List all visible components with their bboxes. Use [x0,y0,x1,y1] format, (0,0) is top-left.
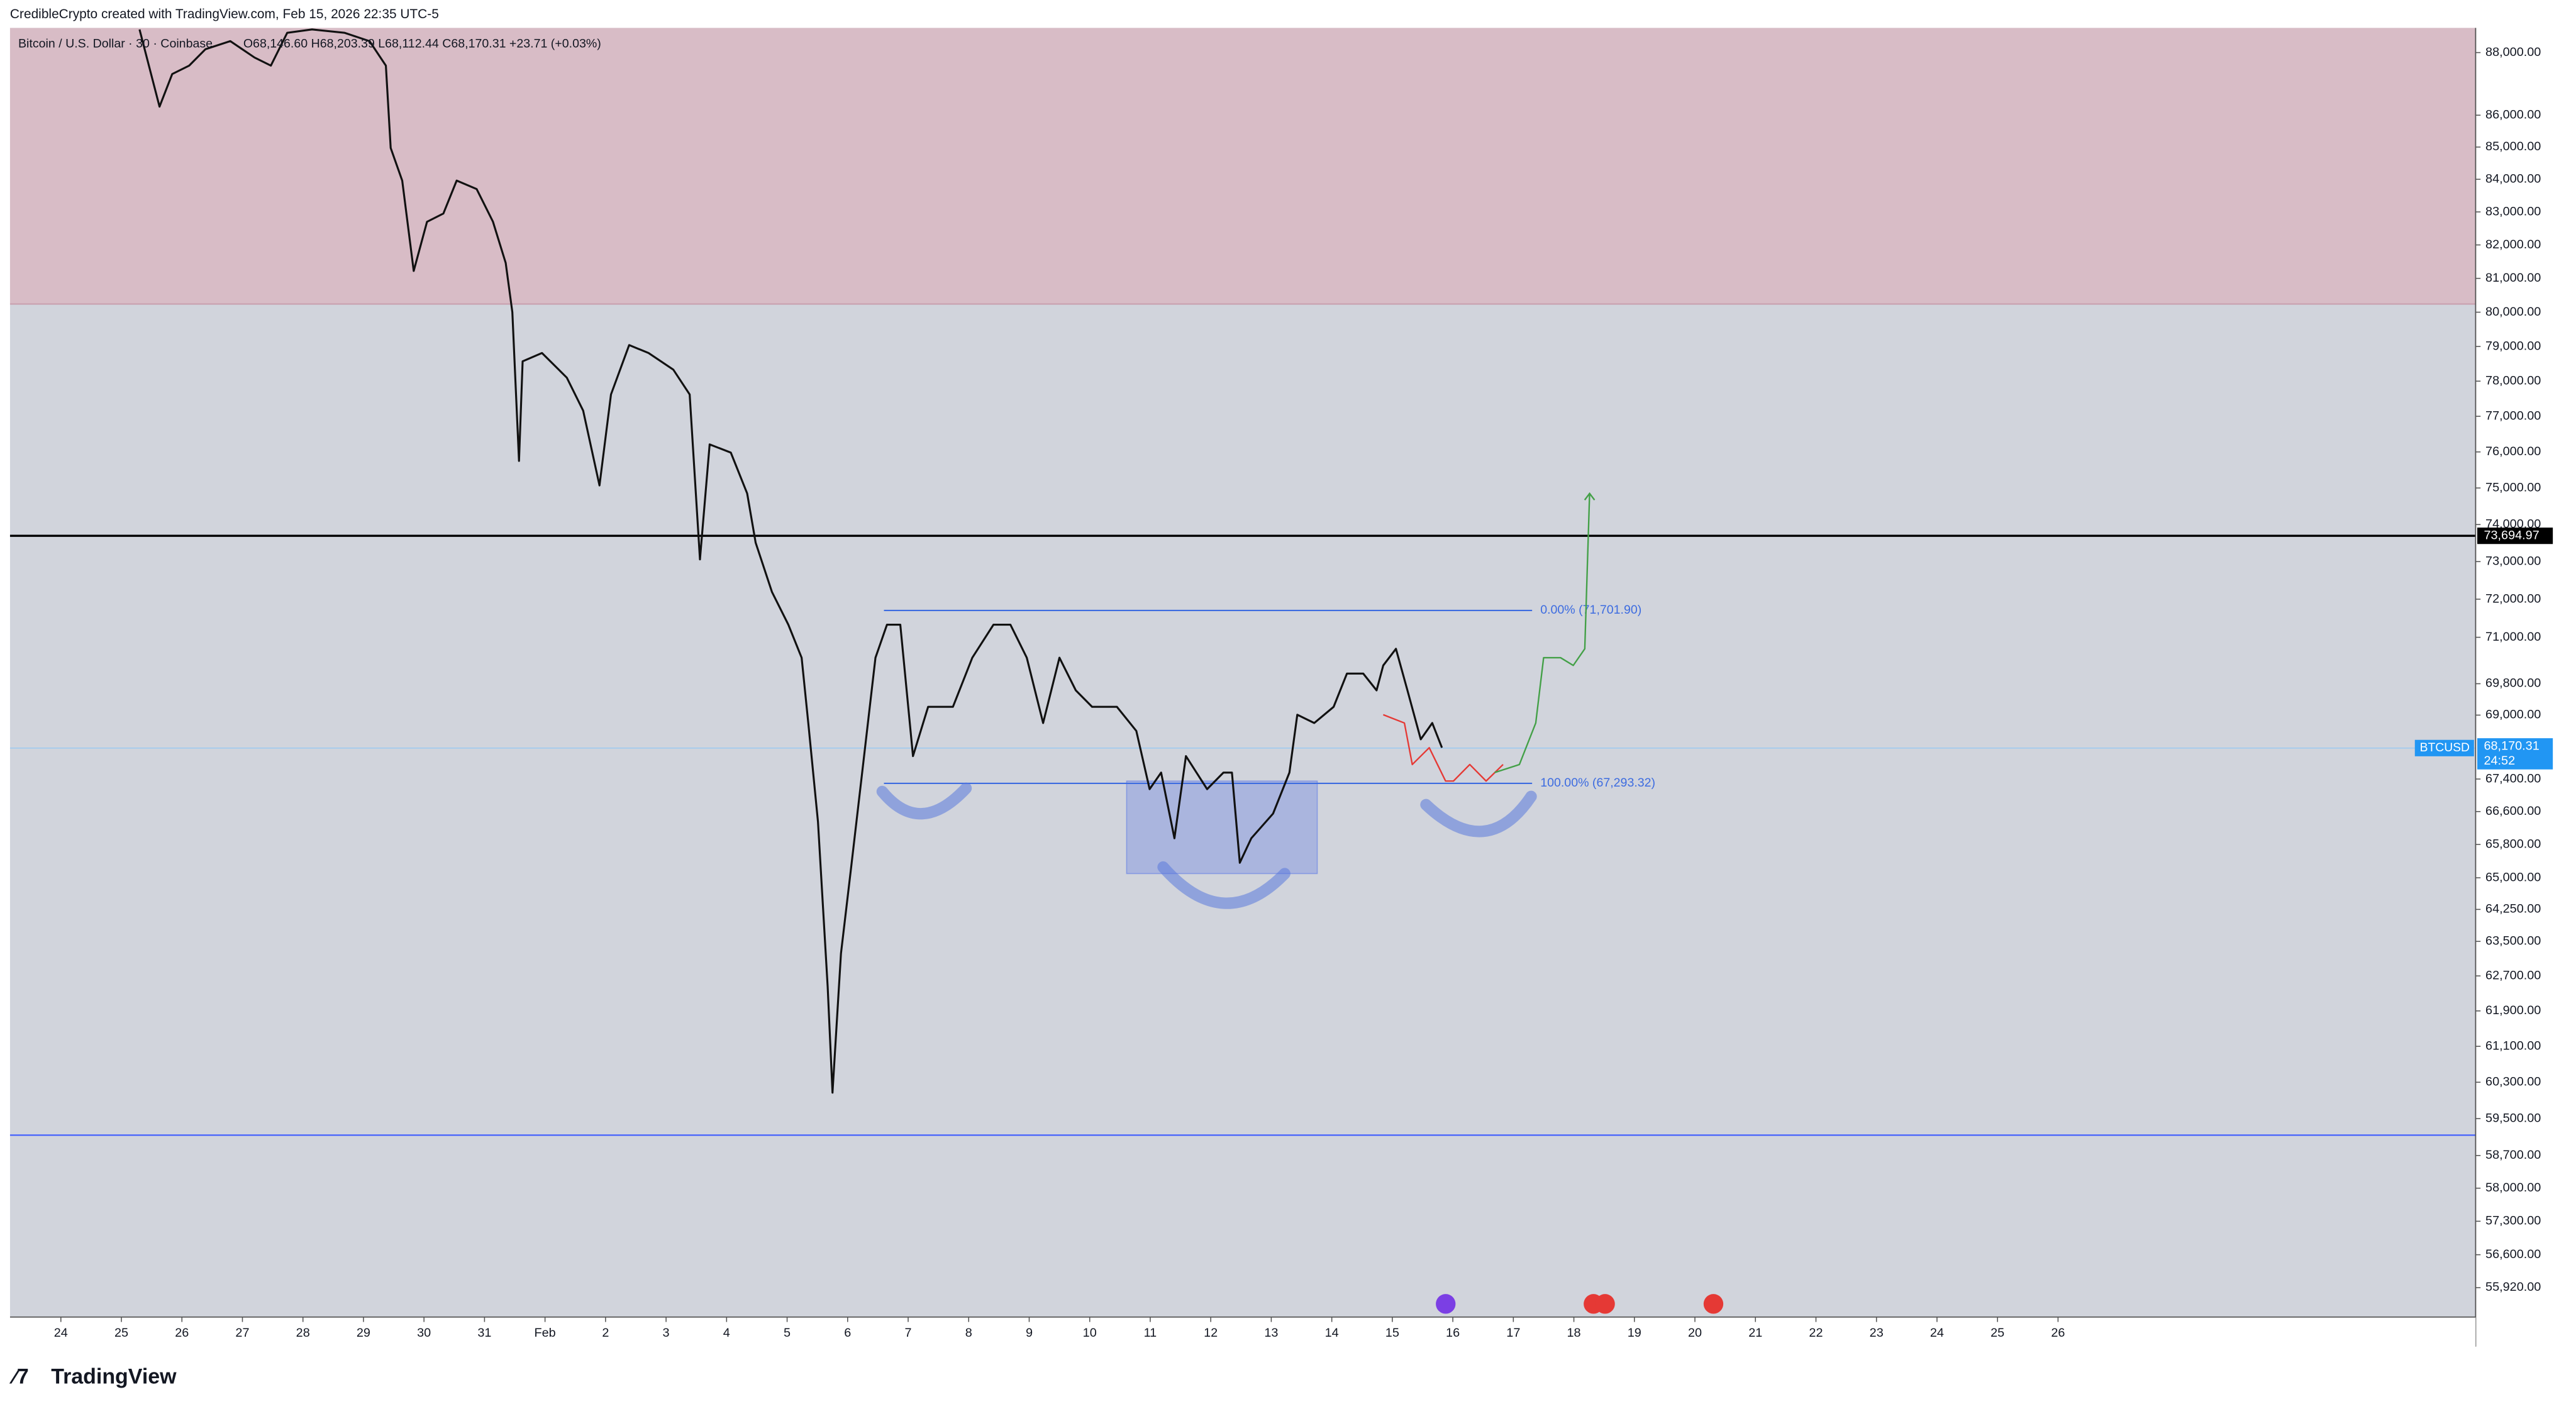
x-tick-label: 18 [1567,1326,1581,1340]
y-tick-label: 61,900.00 [2485,1003,2541,1017]
event-icon[interactable] [1436,1294,1456,1314]
y-tick-label: 79,000.00 [2485,339,2541,353]
y-tick-label: 56,600.00 [2485,1247,2541,1261]
smile-drawing [876,782,972,820]
brand: TradingView [51,1364,177,1388]
y-tick-label: 71,000.00 [2485,630,2541,644]
x-tick-label: 15 [1385,1326,1399,1340]
x-tick-label: 28 [296,1326,310,1340]
x-tick-label: Feb [535,1326,556,1340]
y-tick-label: 84,000.00 [2485,172,2541,185]
y-tick-label: 59,500.00 [2485,1111,2541,1125]
fib-label: 100.00% (67,293.32) [1540,776,1655,790]
x-tick-label: 7 [904,1326,911,1340]
symbol-badge-label: BTCUSD [2420,741,2470,754]
y-tick-label: 58,000.00 [2485,1181,2541,1195]
x-tick-label: 22 [1809,1326,1823,1340]
y-tick-label: 69,000.00 [2485,708,2541,722]
level-badge-label: 73,694.97 [2484,528,2539,542]
y-tick-label: 69,800.00 [2485,677,2541,690]
x-tick-label: 21 [1748,1326,1762,1340]
x-tick-label: 23 [1870,1326,1884,1340]
y-tick-label: 65,000.00 [2485,870,2541,884]
y-tick-label: 65,800.00 [2485,837,2541,851]
x-tick-label: 27 [235,1326,249,1340]
y-tick-label: 74,000.00 [2485,517,2541,531]
x-tick-label: 25 [1990,1326,2004,1340]
y-tick-label: 58,700.00 [2485,1148,2541,1162]
x-tick-label: 16 [1446,1326,1460,1340]
projection-line [1383,714,1504,782]
attribution: CredibleCrypto created with TradingView.… [10,7,439,21]
x-tick-label: 3 [663,1326,670,1340]
y-tick-label: 86,000.00 [2485,108,2541,121]
y-tick-label: 80,000.00 [2485,305,2541,319]
time-axis-panel [9,1317,2476,1347]
y-tick-label: 66,600.00 [2485,804,2541,818]
y-tick-label: 88,000.00 [2485,45,2541,59]
x-tick-label: 17 [1506,1326,1520,1340]
x-tick-label: 24 [1930,1326,1944,1340]
y-tick-label: 73,000.00 [2485,554,2541,568]
y-tick-label: 77,000.00 [2485,409,2541,423]
range-box [1126,780,1318,875]
x-tick-label: 26 [175,1326,189,1340]
projection-line [1494,493,1591,773]
x-tick-label: 25 [114,1326,128,1340]
x-tick-label: 8 [965,1326,972,1340]
x-tick-label: 19 [1628,1326,1641,1340]
level-badge [2477,528,2553,544]
x-tick-label: 5 [784,1326,791,1340]
x-tick-label: 4 [723,1326,730,1340]
resistance-zone [9,28,2476,304]
countdown-label: 24:52 [2484,754,2515,768]
x-tick-label: 11 [1144,1326,1157,1340]
x-tick-label: 30 [417,1326,431,1340]
price-badge [2477,738,2553,770]
event-icon[interactable] [1703,1294,1724,1314]
smile-drawing [1420,790,1537,837]
x-tick-label: 31 [477,1326,491,1340]
ohlc-text: O68,146.60 H68,203.39 L68,112.44 C68,170… [243,37,601,51]
x-tick-label: 13 [1264,1326,1278,1340]
x-tick-label: 26 [2051,1326,2065,1340]
price-badge-label: 68,170.31 [2484,739,2539,753]
y-tick-label: 75,000.00 [2485,480,2541,494]
y-tick-label: 64,250.00 [2485,902,2541,916]
x-tick-label: 2 [602,1326,609,1340]
fib-label: 0.00% (71,701.90) [1540,603,1641,617]
x-tick-label: 6 [844,1326,851,1340]
y-tick-label: 67,400.00 [2485,771,2541,785]
y-tick-label: 63,500.00 [2485,934,2541,948]
x-tick-label: 14 [1325,1326,1339,1340]
x-tick-label: 29 [357,1326,370,1340]
arrow-head [1584,492,1596,500]
smile-drawing [1157,861,1291,909]
y-tick-label: 85,000.00 [2485,140,2541,153]
price-axis-panel [2475,28,2576,1317]
x-tick-label: 24 [54,1326,68,1340]
y-tick-label: 83,000.00 [2485,204,2541,218]
y-tick-label: 60,300.00 [2485,1075,2541,1089]
price-line [138,28,1443,1094]
plot-area: 0.00% (71,701.90) 100.00% (67,293.32) [9,28,2476,1317]
y-tick-label: 62,700.00 [2485,968,2541,982]
x-tick-label: 10 [1083,1326,1097,1340]
x-tick-label: 12 [1204,1326,1218,1340]
y-tick-label: 57,300.00 [2485,1214,2541,1228]
y-tick-label: 82,000.00 [2485,238,2541,251]
y-tick-label: 76,000.00 [2485,445,2541,458]
symbol-badge [2414,739,2474,756]
symbol-text: Bitcoin / U.S. Dollar · 30 · Coinbase [18,37,213,51]
y-tick-label: 55,920.00 [2485,1280,2541,1294]
x-tick-label: 20 [1688,1326,1702,1340]
y-tick-label: 81,000.00 [2485,271,2541,285]
y-tick-label: 78,000.00 [2485,373,2541,387]
y-tick-label: 72,000.00 [2485,592,2541,605]
y-tick-label: 61,100.00 [2485,1039,2541,1053]
x-tick-label: 9 [1026,1326,1033,1340]
event-icon[interactable] [1595,1294,1615,1314]
